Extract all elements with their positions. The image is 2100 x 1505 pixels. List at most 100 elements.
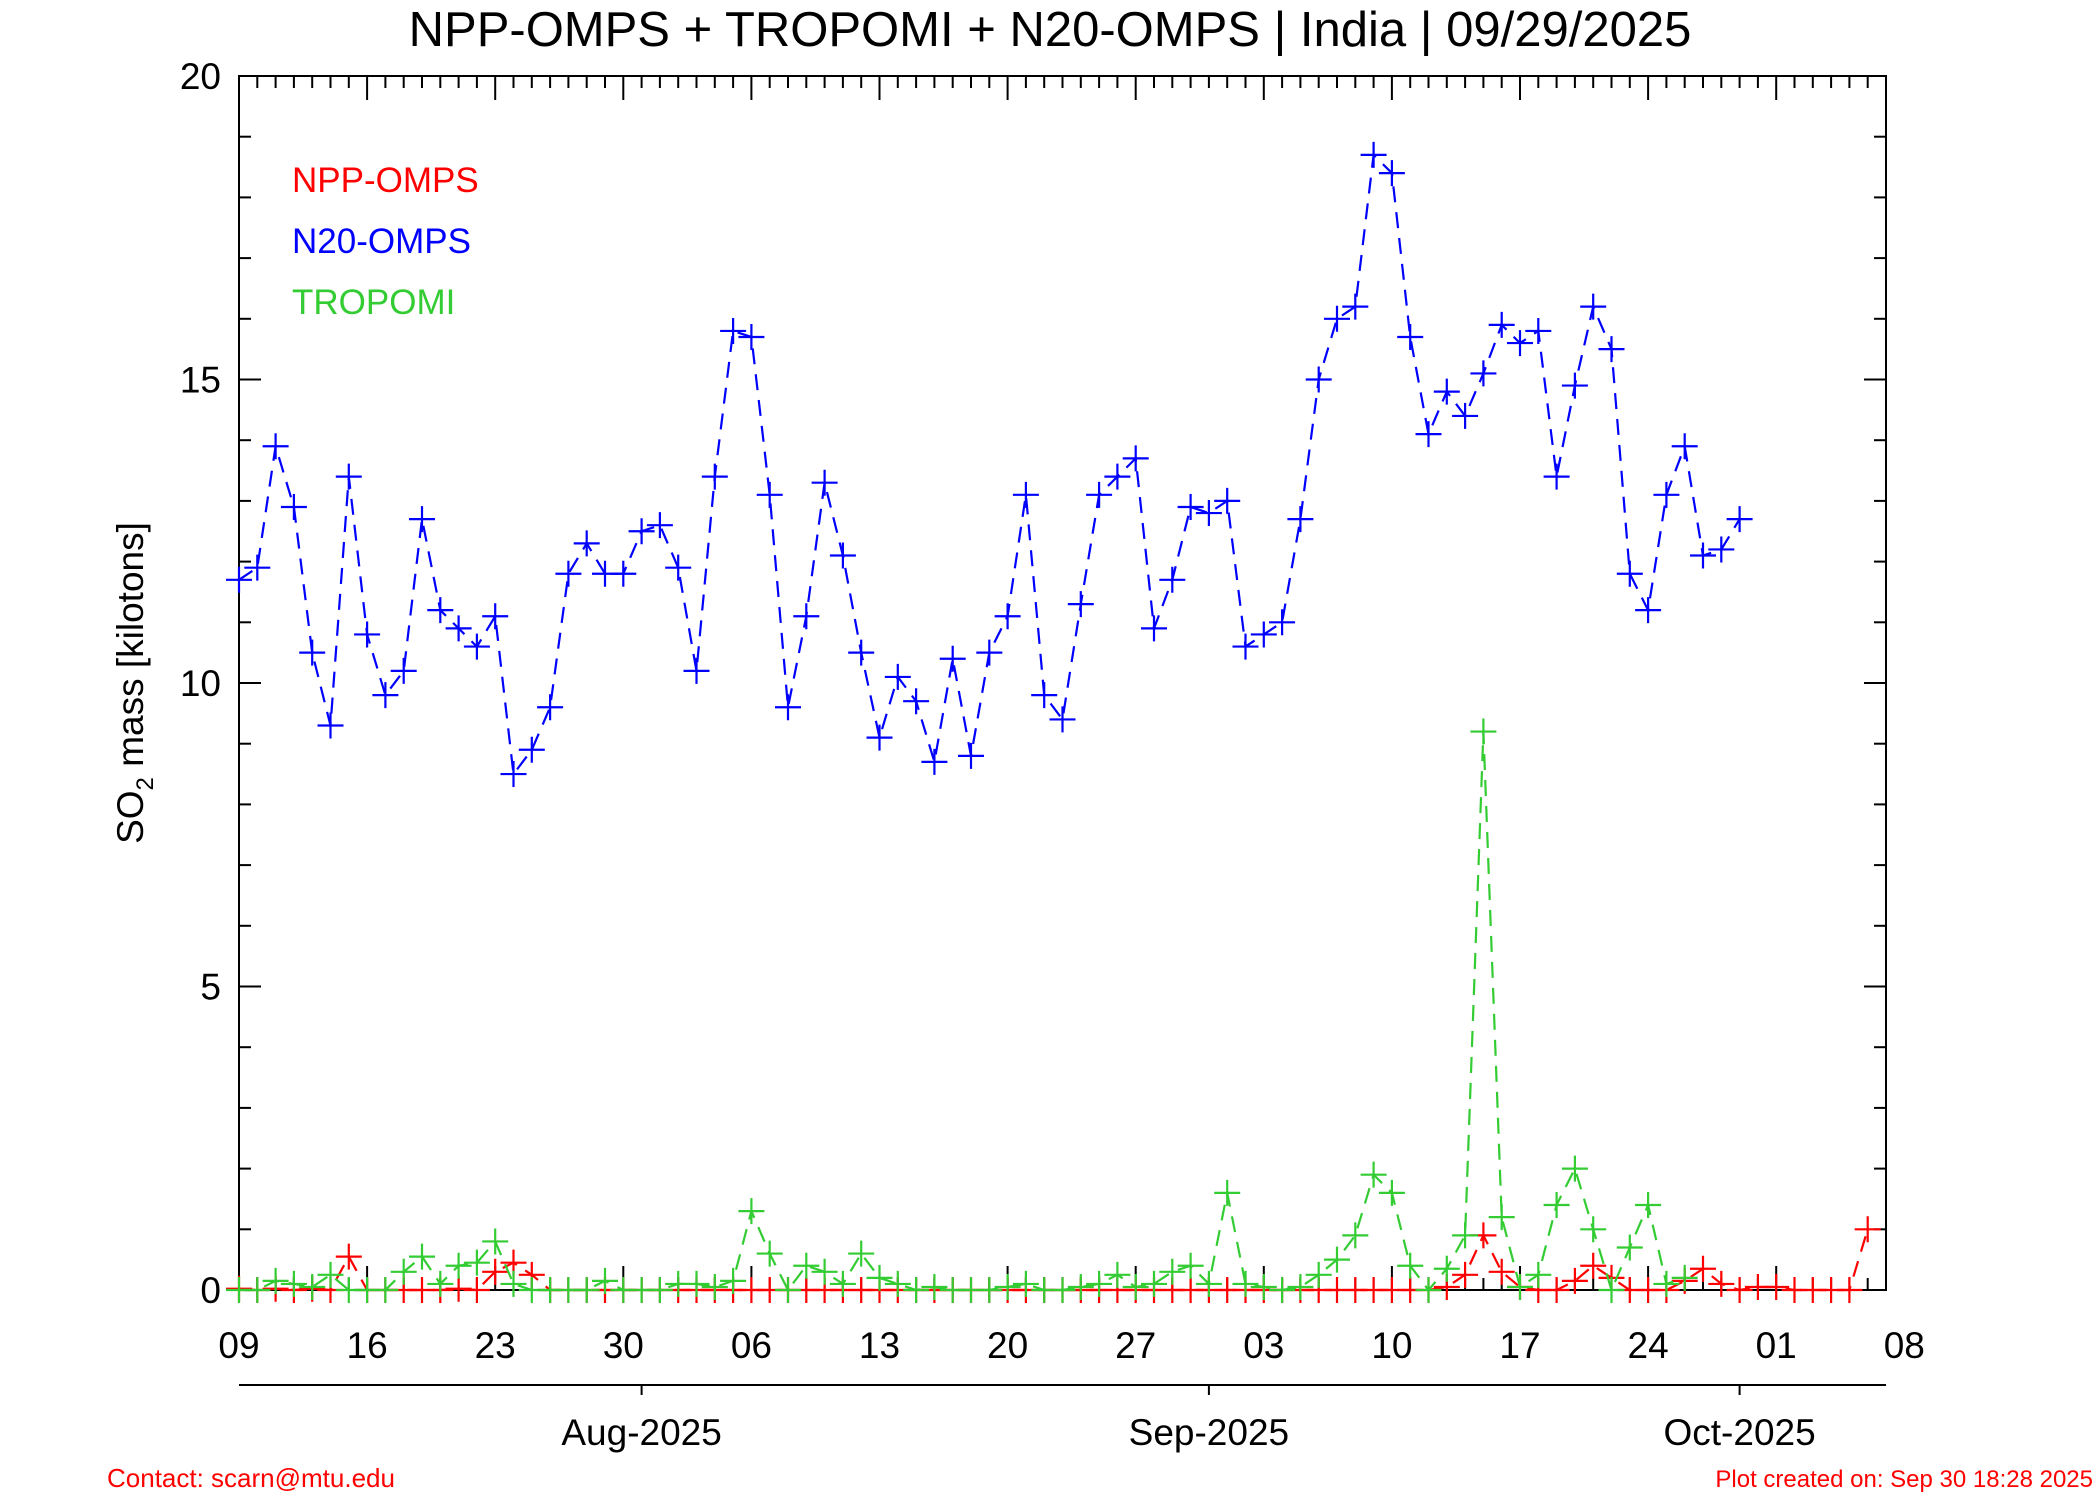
data-point [555,560,582,587]
data-point [1653,481,1680,508]
data-point [1433,378,1460,405]
series-layer [226,141,1881,1303]
x-tick-label: 16 [347,1325,388,1366]
data-point [1049,1277,1076,1303]
data-point [756,1240,783,1267]
data-point [409,506,435,533]
data-point [1507,330,1533,357]
data-point [1635,1192,1662,1219]
data-point [811,1258,838,1285]
x-tick-label: 13 [859,1325,900,1366]
data-point [1708,1270,1735,1297]
data-point [372,682,399,709]
data-point [226,566,252,593]
data-point [1452,402,1479,429]
data-point [884,1270,911,1297]
data-point [701,1273,728,1300]
data-point [1561,372,1588,399]
data-point [1690,1255,1716,1282]
data-point [793,1252,820,1279]
data-point [445,1275,472,1302]
series-line [239,731,1686,1294]
series-line [238,1228,1869,1292]
data-point [390,1258,417,1285]
data-point [775,1277,801,1303]
data-point [665,554,692,581]
data-point [1525,1261,1552,1288]
data-point [1342,1222,1369,1249]
data-point [1854,1216,1881,1243]
data-point [573,1277,600,1303]
data-point [958,742,984,769]
data-point [1488,311,1515,338]
legend: NPP-OMPS N20-OMPS TROPOMI [292,161,479,322]
data-point [1177,493,1204,520]
data-point [592,1267,618,1294]
data-point [1232,1270,1259,1297]
data-point [1561,1267,1588,1294]
x-tick-label: 23 [475,1325,516,1366]
data-point [1104,1261,1131,1288]
data-point [482,1258,509,1285]
data-point [1543,463,1570,490]
data-point [1195,500,1222,527]
data-point [756,481,783,508]
data-point [1488,1204,1515,1231]
data-point [1543,1192,1570,1219]
y-tick-label: 20 [180,56,221,97]
data-point [482,1228,509,1255]
y-tick-label: 10 [180,663,221,704]
data-point [1287,1273,1314,1300]
data-point [775,694,801,721]
x-tick-label: 27 [1115,1325,1156,1366]
data-point [1324,305,1350,332]
month-label: Oct-2025 [1663,1412,1815,1453]
data-point [1616,560,1643,587]
x-tick-label: 06 [731,1325,772,1366]
data-point [244,554,271,581]
data-point [1726,506,1753,533]
data-point [848,1240,875,1267]
month-axis: Aug-2025 Sep-2025 Oct-2025 [239,1384,1886,1453]
data-point [1488,1258,1515,1285]
data-point [1159,1258,1186,1285]
x-tick-label: 10 [1371,1325,1412,1366]
data-point [866,724,893,751]
x-axis: 09 16 23 30 06 13 20 27 03 10 17 24 01 08 [218,76,1925,1366]
y-axis-label: SO2 mass [kilotons] [110,522,159,844]
series-n20-omps [226,141,1753,788]
data-point [463,1249,490,1276]
data-point [683,657,710,684]
data-point [884,663,911,690]
data-point [1287,506,1314,533]
data-point [1360,1161,1387,1188]
data-point [1049,706,1076,733]
y-tick-label: 0 [200,1270,221,1311]
x-tick-label: 09 [218,1325,259,1366]
data-point [463,1277,490,1303]
data-point [1580,293,1607,320]
data-point [1141,615,1167,642]
data-point [1342,293,1369,320]
data-point [1214,487,1241,514]
data-point [299,639,326,666]
data-point [1324,1246,1350,1273]
data-point [1031,682,1058,709]
data-point [701,463,728,490]
data-point [1671,433,1698,460]
y-label-prefix: SO [110,790,151,843]
y-tick-label: 15 [180,360,221,401]
data-point [1122,445,1149,472]
data-point [1580,1252,1607,1279]
data-point [1433,1255,1460,1282]
data-point [866,1264,893,1291]
data-point [1086,481,1113,508]
data-point [1269,609,1296,636]
data-point [1653,1270,1680,1297]
data-point [1543,1277,1570,1303]
data-point [738,324,765,351]
data-point [1635,597,1662,624]
x-tick-label: 01 [1756,1325,1797,1366]
plot-frame [238,75,1887,1291]
